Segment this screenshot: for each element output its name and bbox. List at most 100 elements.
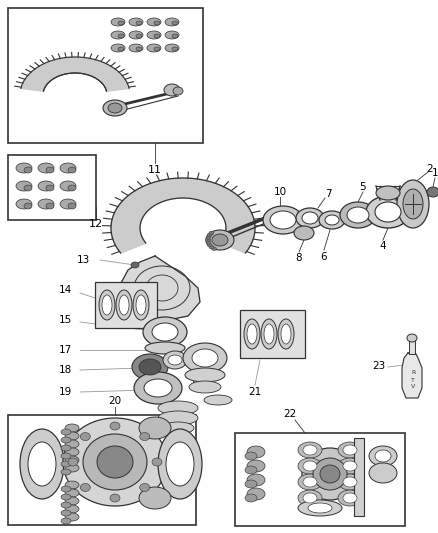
Ellipse shape [65, 513, 79, 521]
Bar [240, 310, 305, 358]
Ellipse shape [154, 34, 160, 38]
Ellipse shape [247, 446, 265, 458]
Ellipse shape [298, 442, 322, 458]
Ellipse shape [129, 31, 143, 39]
Ellipse shape [108, 103, 122, 113]
Ellipse shape [162, 422, 194, 434]
Ellipse shape [129, 44, 143, 52]
Bar [235, 433, 405, 526]
Ellipse shape [143, 317, 187, 347]
Ellipse shape [369, 463, 397, 483]
Ellipse shape [303, 477, 317, 487]
Ellipse shape [20, 429, 64, 499]
Ellipse shape [136, 47, 142, 51]
Ellipse shape [172, 47, 178, 51]
Ellipse shape [298, 490, 322, 506]
Text: 11: 11 [148, 165, 162, 175]
Ellipse shape [68, 167, 76, 173]
Ellipse shape [427, 187, 438, 197]
Text: 23: 23 [372, 361, 385, 371]
Ellipse shape [152, 323, 178, 341]
Ellipse shape [147, 31, 161, 39]
Ellipse shape [61, 429, 71, 435]
Ellipse shape [61, 486, 71, 492]
Ellipse shape [147, 44, 161, 52]
Text: 17: 17 [59, 345, 72, 355]
Ellipse shape [80, 483, 90, 491]
Ellipse shape [347, 207, 369, 223]
Ellipse shape [129, 18, 143, 26]
Ellipse shape [16, 163, 32, 173]
Ellipse shape [154, 21, 160, 25]
Ellipse shape [343, 445, 357, 455]
Ellipse shape [212, 234, 228, 246]
Ellipse shape [152, 458, 162, 466]
Text: 2: 2 [427, 164, 433, 174]
Text: 5: 5 [360, 182, 366, 192]
Ellipse shape [102, 295, 112, 315]
Ellipse shape [206, 241, 211, 245]
Ellipse shape [116, 290, 132, 320]
Ellipse shape [192, 349, 218, 367]
Text: 13: 13 [77, 255, 90, 265]
Ellipse shape [136, 295, 146, 315]
Ellipse shape [303, 445, 317, 455]
Ellipse shape [80, 433, 90, 441]
Ellipse shape [68, 203, 76, 209]
Ellipse shape [133, 290, 149, 320]
Ellipse shape [165, 44, 179, 52]
Ellipse shape [154, 47, 160, 51]
Ellipse shape [375, 450, 391, 462]
Ellipse shape [369, 446, 397, 466]
Ellipse shape [173, 87, 183, 95]
Ellipse shape [139, 417, 171, 439]
Bar [8, 8, 203, 143]
Text: 20: 20 [109, 396, 122, 406]
Ellipse shape [99, 290, 115, 320]
Ellipse shape [158, 429, 202, 499]
Ellipse shape [103, 100, 127, 116]
Ellipse shape [298, 458, 322, 474]
Ellipse shape [111, 31, 125, 39]
Ellipse shape [263, 206, 303, 234]
Ellipse shape [61, 461, 71, 467]
Ellipse shape [61, 453, 71, 459]
Ellipse shape [281, 324, 291, 344]
Text: R: R [411, 370, 415, 376]
Ellipse shape [61, 445, 71, 451]
Ellipse shape [164, 84, 180, 96]
Ellipse shape [338, 490, 362, 506]
Text: 7: 7 [325, 189, 331, 199]
Ellipse shape [46, 185, 54, 191]
Polygon shape [21, 57, 129, 91]
Polygon shape [402, 353, 422, 398]
Ellipse shape [118, 21, 124, 25]
Ellipse shape [165, 31, 179, 39]
Ellipse shape [247, 488, 265, 500]
Ellipse shape [60, 199, 76, 209]
Ellipse shape [24, 185, 32, 191]
Text: 6: 6 [321, 252, 327, 262]
Ellipse shape [172, 21, 178, 25]
Ellipse shape [407, 334, 417, 342]
Ellipse shape [136, 34, 142, 38]
Ellipse shape [65, 481, 79, 489]
Ellipse shape [68, 458, 78, 466]
Text: 8: 8 [296, 253, 302, 263]
Ellipse shape [60, 163, 76, 173]
Ellipse shape [61, 502, 71, 508]
Ellipse shape [313, 458, 347, 490]
Ellipse shape [65, 440, 79, 448]
Ellipse shape [338, 474, 362, 490]
Ellipse shape [376, 186, 400, 200]
Ellipse shape [247, 460, 265, 472]
Text: 12: 12 [89, 219, 103, 229]
Polygon shape [111, 203, 146, 253]
Bar [409, 340, 415, 354]
Ellipse shape [343, 477, 357, 487]
Ellipse shape [206, 230, 234, 250]
Ellipse shape [209, 231, 214, 235]
Ellipse shape [24, 203, 32, 209]
Ellipse shape [140, 483, 150, 491]
Ellipse shape [65, 424, 79, 432]
